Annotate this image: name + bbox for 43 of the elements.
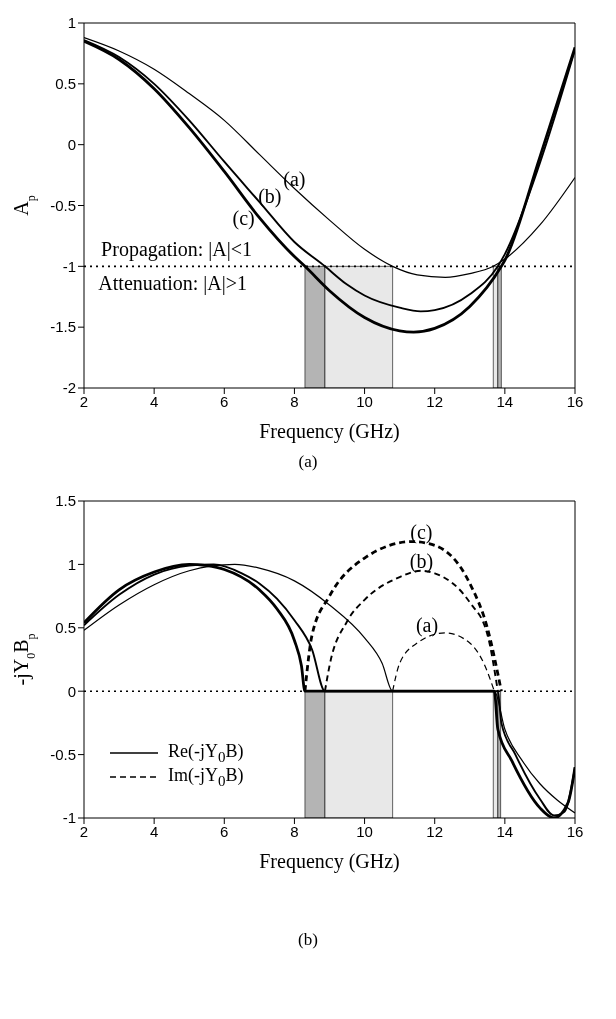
- x-tick-label: 6: [220, 392, 229, 410]
- x-tick-label: 14: [496, 822, 514, 840]
- x-tick-label: 8: [290, 822, 299, 840]
- y-tick-label: 1.5: [55, 492, 76, 510]
- y-tick-label: 0: [67, 682, 76, 700]
- x-tick-label: 4: [149, 392, 159, 410]
- annotation: (b): [258, 184, 282, 208]
- y-tick-label: 0.5: [55, 75, 76, 93]
- x-tick-label: 2: [79, 822, 89, 840]
- x-axis-title: Frequency (GHz): [259, 420, 400, 443]
- x-tick-label: 12: [426, 822, 444, 840]
- x-tick-label: 12: [426, 392, 444, 410]
- y-tick-label: -1: [62, 257, 76, 275]
- x-tick-label: 10: [356, 822, 373, 840]
- annotation: (a): [415, 614, 439, 638]
- legend-label: Im(-jY$_{0}$B): [168, 764, 244, 790]
- y-tick-label: -1.5: [50, 318, 76, 336]
- x-tick-label: 8: [290, 392, 299, 410]
- x-tick-label: 10: [356, 392, 373, 410]
- x-tick-label: 2: [79, 392, 89, 410]
- x-tick-label: 14: [496, 392, 514, 410]
- y-tick-label: 1: [67, 14, 76, 32]
- x-tick-label: 16: [566, 392, 584, 410]
- y-tick-label: -0.5: [50, 196, 76, 214]
- y-tick-label: 0.5: [55, 619, 76, 637]
- y-tick-label: -0.5: [50, 745, 76, 763]
- y-tick-label: 0: [67, 135, 76, 153]
- x-axis-title: Frequency (GHz): [259, 850, 400, 873]
- annotation: Propagation: |A|<1: [101, 238, 253, 262]
- annotation: (a): [283, 167, 306, 191]
- text: (b): [297, 930, 319, 950]
- annotation: (c): [232, 206, 255, 230]
- y-tick-label: -1: [62, 809, 76, 827]
- legend-label: Re(-jY$_{0}$B): [168, 740, 244, 766]
- y-tick-label: -2: [62, 379, 76, 397]
- x-tick-label: 4: [149, 822, 159, 840]
- annotation: Attenuation: |A|>1: [98, 272, 248, 296]
- text: (a): [297, 452, 319, 472]
- annotation: (b): [409, 549, 434, 573]
- y-tick-label: 1: [67, 555, 76, 573]
- x-tick-label: 16: [566, 822, 584, 840]
- x-tick-label: 6: [220, 822, 229, 840]
- annotation: (c): [410, 520, 433, 544]
